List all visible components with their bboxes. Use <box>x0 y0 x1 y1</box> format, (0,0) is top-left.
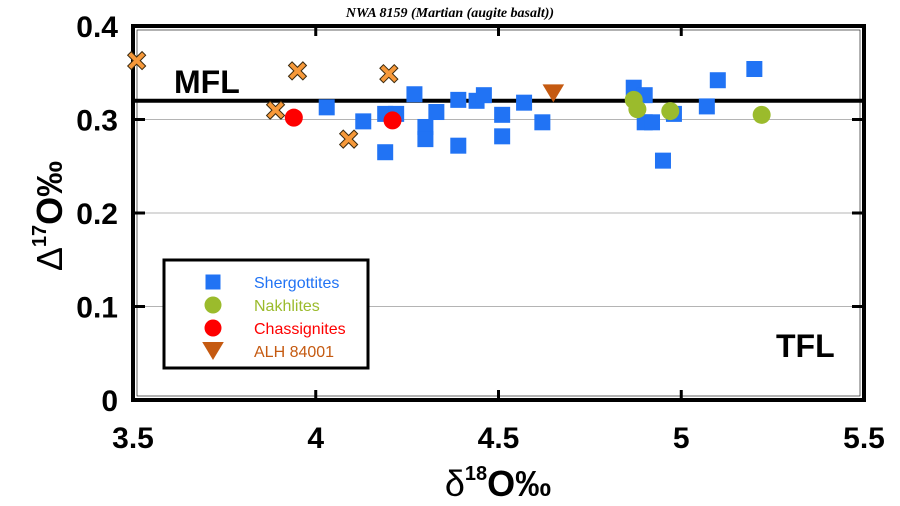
legend-marker <box>202 342 224 360</box>
legend-item: ALH 84001 <box>202 342 334 361</box>
x-tick-label: 4 <box>307 422 324 455</box>
data-point <box>752 105 771 124</box>
data-point <box>698 98 715 115</box>
legend-label: Shergottites <box>254 275 339 292</box>
chart-title: NWA 8159 (Martian (augite basalt)) <box>345 6 554 21</box>
y-tick-label: 0 <box>101 385 118 418</box>
x-axis-label: δ18O‰ <box>445 463 551 504</box>
data-point <box>355 113 372 130</box>
x-tick-label: 3.5 <box>112 422 154 455</box>
legend-label: ALH 84001 <box>254 344 334 361</box>
data-point <box>428 104 445 121</box>
legend-label: Nakhlites <box>254 298 320 315</box>
y-axis-label-symbol: Δ <box>29 247 70 271</box>
data-point <box>417 118 434 135</box>
data-point <box>377 144 394 161</box>
series-nwa-8159 <box>126 50 399 149</box>
data-point <box>494 106 511 123</box>
data-point <box>661 102 680 121</box>
data-point <box>494 128 511 145</box>
data-point <box>383 111 402 130</box>
data-point <box>654 152 671 169</box>
data-point <box>284 108 303 127</box>
series-chassignites <box>284 108 402 130</box>
x-axis-label-sup: 18 <box>465 463 487 485</box>
y-tick-label: 0.3 <box>76 105 118 138</box>
data-point <box>450 137 467 154</box>
data-point <box>746 61 763 78</box>
legend-item: Shergottites <box>205 274 339 292</box>
tfl-label: TFL <box>776 328 835 364</box>
data-point <box>628 100 647 119</box>
y-tick-label: 0.4 <box>76 11 118 44</box>
legend-item: Chassignites <box>204 319 346 338</box>
data-points <box>126 50 771 169</box>
y-tick-label: 0.2 <box>76 198 118 231</box>
data-point <box>450 91 467 108</box>
data-point <box>417 131 434 148</box>
y-tick-label: 0.1 <box>76 292 118 325</box>
y-axis-label: Δ17O‰ <box>29 161 70 271</box>
x-tick-label: 5 <box>673 422 690 455</box>
legend-marker <box>205 274 221 290</box>
data-point <box>126 50 147 71</box>
data-point <box>709 72 726 89</box>
y-axis-label-sup: 17 <box>29 225 51 247</box>
x-tick-labels: 3.5 4 4.5 5 5.5 <box>112 422 885 455</box>
x-axis-label-rest: O‰ <box>487 463 551 504</box>
data-point <box>318 99 335 116</box>
data-point <box>644 114 661 131</box>
series-nakhlites <box>624 90 771 124</box>
series-shergottites <box>318 61 763 169</box>
x-tick-label: 5.5 <box>843 422 885 455</box>
y-tick-labels: 0 0.1 0.2 0.3 0.4 <box>76 11 118 418</box>
legend-box <box>162 258 370 370</box>
legend-item: Nakhlites <box>204 296 320 315</box>
series-alh-84001 <box>542 84 565 103</box>
data-point <box>534 114 551 131</box>
data-point <box>338 129 359 149</box>
data-point <box>379 63 399 84</box>
legend-marker <box>204 319 222 337</box>
data-point <box>406 86 423 103</box>
data-point <box>265 100 286 120</box>
legend-marker <box>204 296 222 314</box>
data-point <box>475 87 492 104</box>
x-tick-label: 4.5 <box>478 422 520 455</box>
legend-label: Chassignites <box>254 321 346 338</box>
axis-ticks <box>133 26 864 400</box>
y-axis-label-rest: O‰ <box>29 161 70 225</box>
data-point <box>516 94 533 111</box>
mfl-label: MFL <box>174 64 240 100</box>
legend: Shergottites Nakhlites Chassignites ALH 840… <box>162 258 370 370</box>
x-axis-label-symbol: δ <box>445 463 465 504</box>
data-point <box>542 84 565 103</box>
data-point <box>287 61 308 81</box>
